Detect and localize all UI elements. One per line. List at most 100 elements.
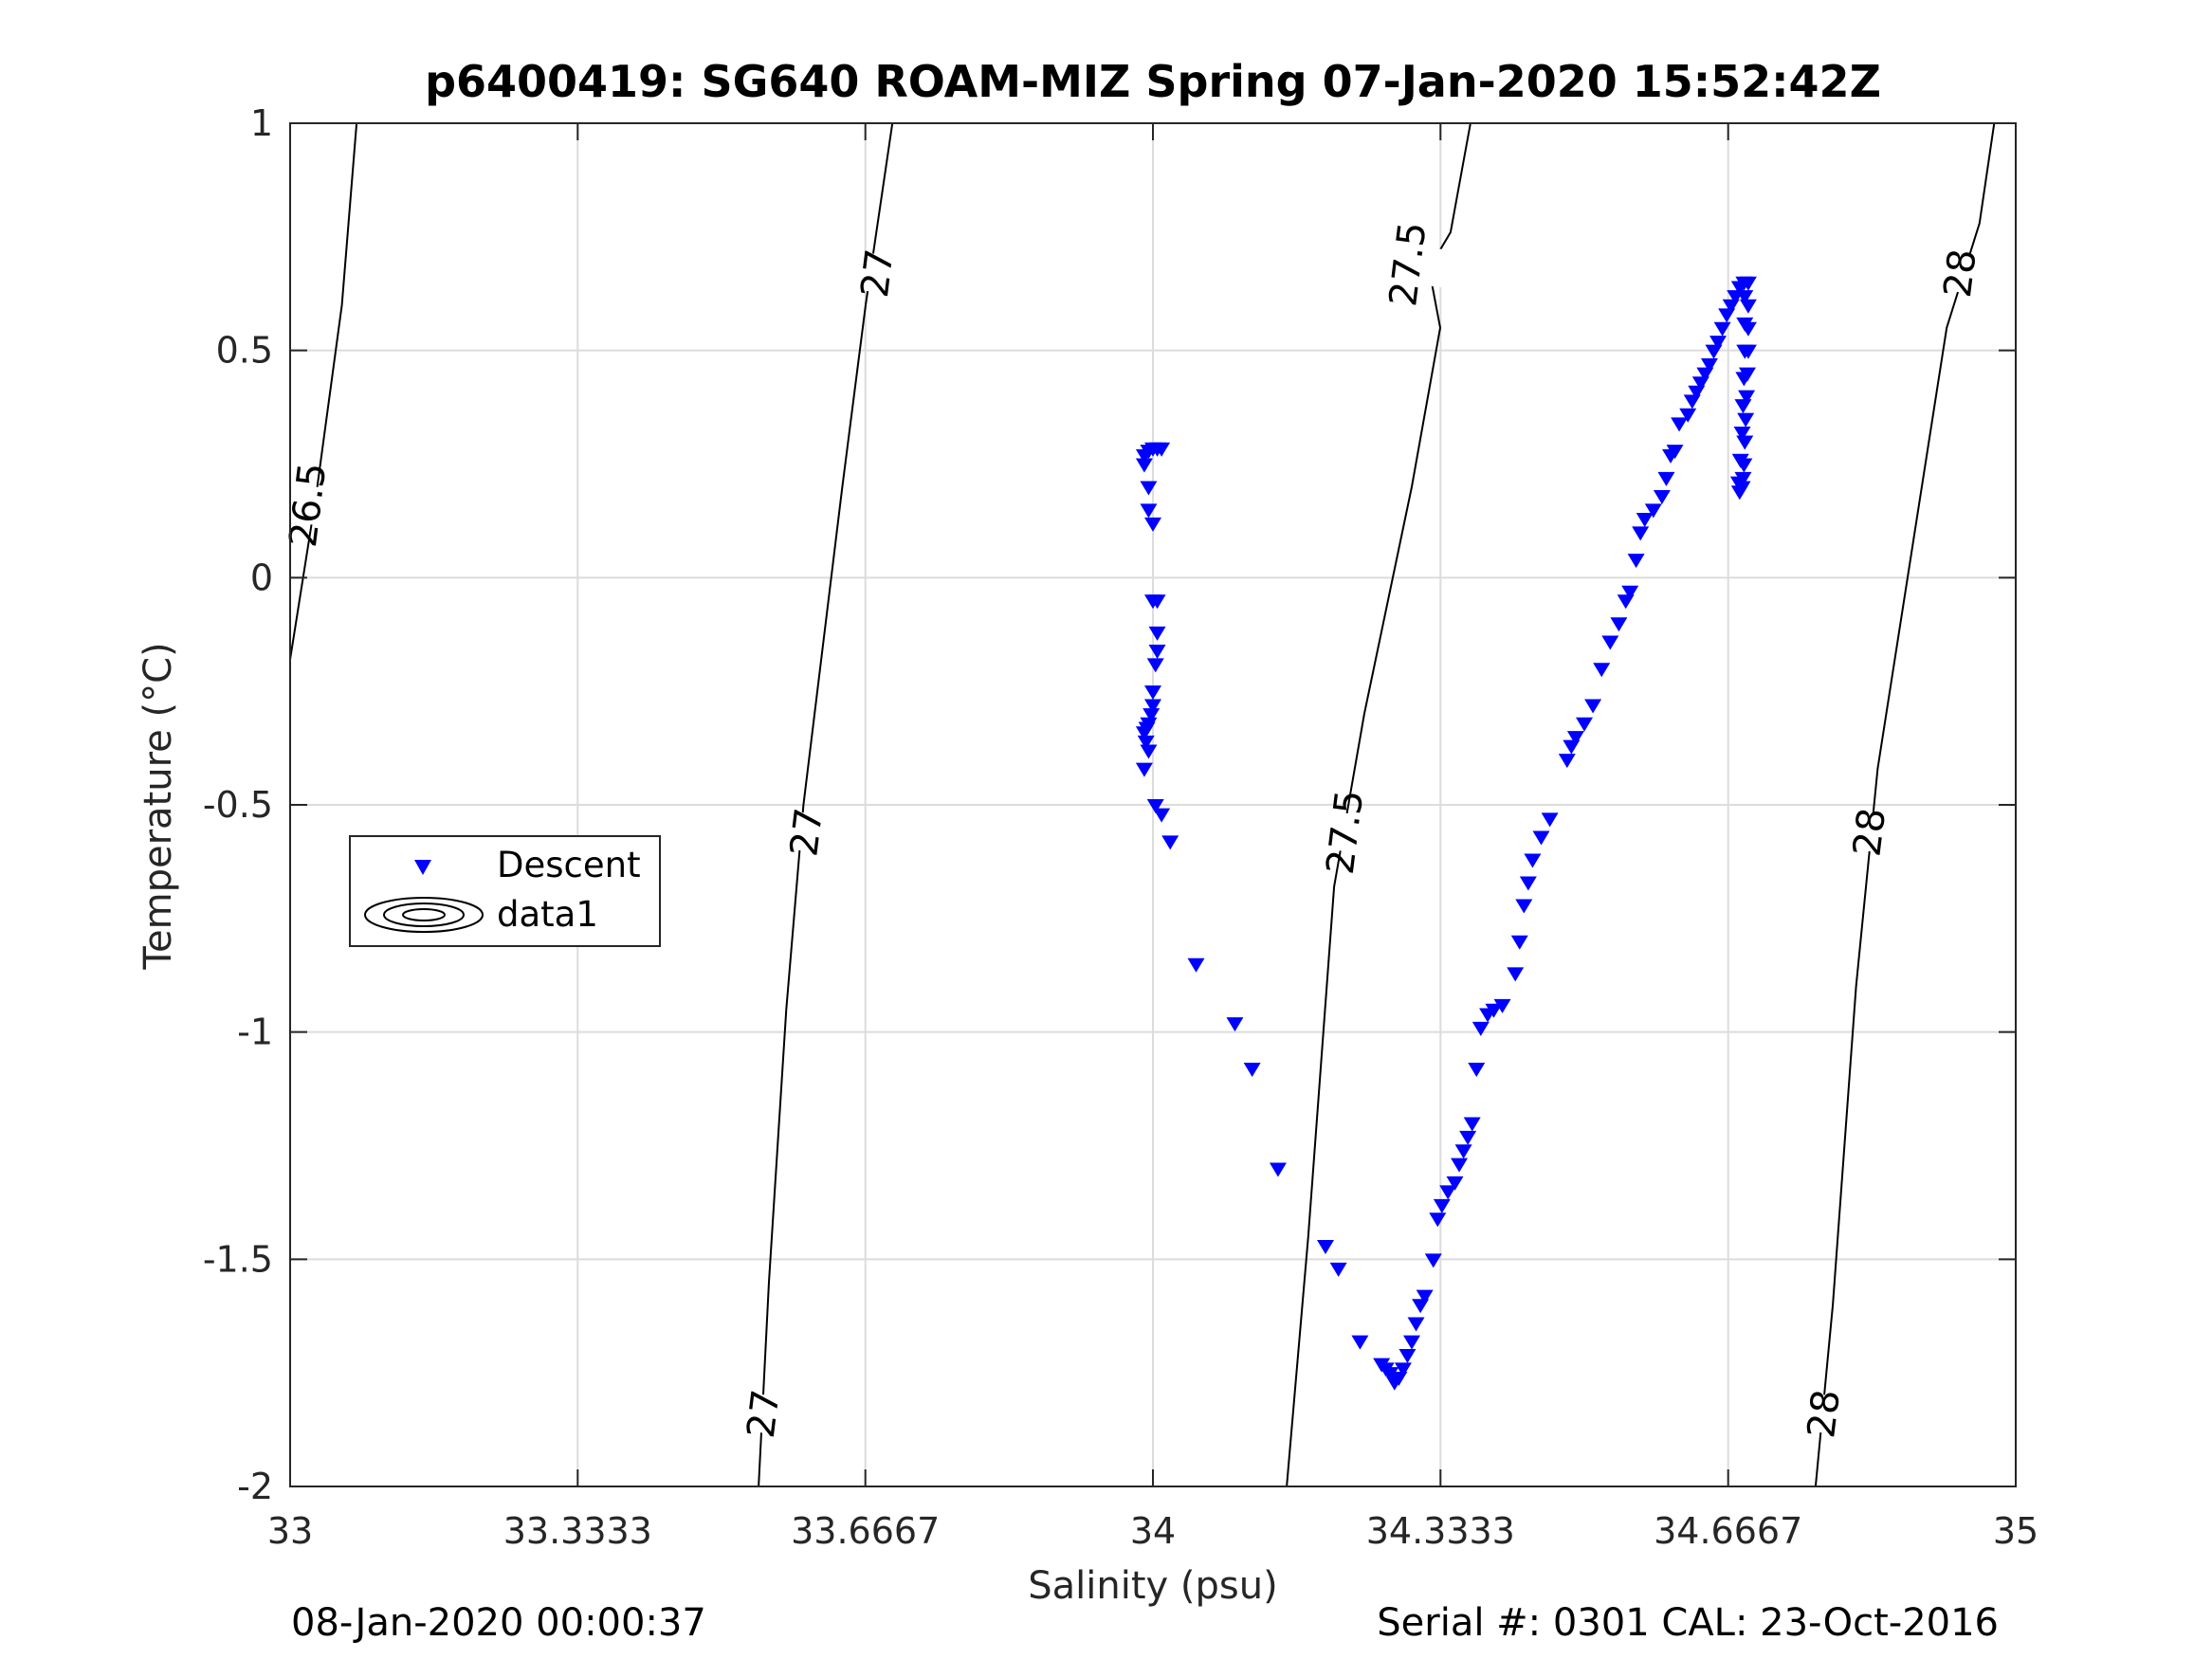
descent-point xyxy=(1736,344,1754,359)
descent-point xyxy=(1187,957,1205,973)
contour-label-27.5: 27.5 xyxy=(1319,788,1373,877)
descent-point xyxy=(1424,1253,1442,1268)
descent-point xyxy=(1472,1021,1490,1036)
x-tick-label: 34.3333 xyxy=(1366,1510,1515,1552)
y-tick-label: 1 xyxy=(250,102,273,144)
contour-label-bg xyxy=(759,808,854,857)
chart-title: p6400419: SG640 ROAM-MIZ Spring 07-Jan-2… xyxy=(425,56,1881,107)
y-tick-label: -1 xyxy=(237,1012,273,1053)
contour-label-27: 27 xyxy=(853,246,903,300)
descent-point xyxy=(1566,731,1584,746)
x-tick-label: 34 xyxy=(1130,1510,1176,1552)
descent-point xyxy=(1144,685,1161,701)
descent-point xyxy=(1398,1348,1417,1363)
legend-label-descent: Descent xyxy=(497,845,641,885)
descent-point xyxy=(1519,876,1537,891)
contour-label-bg xyxy=(1360,239,1455,289)
descent-point xyxy=(1243,1063,1261,1078)
descent-point xyxy=(1329,1262,1347,1277)
descent-point xyxy=(1451,1158,1469,1173)
descent-point xyxy=(1738,390,1756,405)
contour-line-27 xyxy=(758,122,894,1487)
descent-point xyxy=(1381,1367,1399,1382)
descent-point xyxy=(1485,1003,1503,1018)
descent-point xyxy=(1140,503,1158,519)
descent-point xyxy=(1733,426,1751,441)
descent-point xyxy=(1653,490,1671,505)
descent-point xyxy=(1135,762,1153,777)
descent-point xyxy=(1541,812,1559,828)
descent-point xyxy=(1671,417,1689,432)
descent-point xyxy=(1153,808,1171,823)
descent-point xyxy=(1730,485,1748,501)
contour-label-28: 28 xyxy=(1845,806,1894,859)
descent-point xyxy=(1735,372,1753,387)
descent-point xyxy=(1558,754,1576,769)
contour-label-28: 28 xyxy=(1800,1387,1849,1440)
descent-point xyxy=(1226,1017,1244,1032)
descent-point xyxy=(1394,1362,1412,1377)
descent-point xyxy=(1731,453,1749,468)
contour-line-28 xyxy=(1814,122,1996,1487)
descent-point xyxy=(1161,835,1179,850)
legend-label-data1: data1 xyxy=(497,894,598,935)
descent-point xyxy=(1736,290,1754,305)
descent-point xyxy=(1454,1144,1472,1159)
y-tick-label: -2 xyxy=(237,1466,273,1507)
descent-point xyxy=(1148,645,1166,660)
descent-point xyxy=(1739,276,1757,291)
descent-point xyxy=(1593,663,1611,678)
footer-serial-cal: Serial #: 0301 CAL: 23-Oct-2016 xyxy=(1377,1601,1999,1645)
legend-descent-marker xyxy=(414,860,431,875)
descent-point xyxy=(1601,635,1619,650)
descent-point xyxy=(1524,853,1542,868)
legend: Descent data1 xyxy=(349,835,661,947)
descent-point xyxy=(1269,1162,1287,1177)
descent-point xyxy=(1666,445,1684,460)
descent-point xyxy=(1627,554,1645,569)
descent-point xyxy=(1446,1176,1464,1191)
descent-point xyxy=(1407,1317,1425,1332)
descent-point xyxy=(1734,399,1752,414)
descent-point xyxy=(1576,717,1593,732)
descent-point xyxy=(1351,1335,1369,1350)
contour-label-bg xyxy=(1775,1389,1872,1439)
descent-point xyxy=(1679,408,1697,423)
descent-point xyxy=(1468,1063,1486,1078)
descent-point xyxy=(1515,899,1533,914)
descent-point xyxy=(1416,1289,1434,1304)
y-tick-label: 0 xyxy=(250,556,273,598)
descent-point xyxy=(1153,442,1171,457)
descent-point xyxy=(1644,503,1662,519)
y-tick-label: -0.5 xyxy=(203,784,273,826)
descent-point xyxy=(1729,476,1747,491)
descent-series xyxy=(1135,276,1757,1391)
contour-label-bg xyxy=(1821,808,1917,857)
descent-point xyxy=(1463,1117,1481,1132)
y-tick-label: 0.5 xyxy=(216,330,273,372)
descent-point xyxy=(1146,799,1164,813)
contour-label-27: 27 xyxy=(782,806,832,859)
x-tick-label: 35 xyxy=(1993,1510,2038,1552)
descent-point xyxy=(1584,699,1602,714)
descent-point xyxy=(1137,735,1155,750)
x-tick-label: 33 xyxy=(267,1510,313,1552)
x-tick-label: 33.6667 xyxy=(791,1510,940,1552)
y-tick-label: -1.5 xyxy=(203,1238,273,1280)
descent-point xyxy=(1713,321,1731,337)
descent-point xyxy=(1429,1212,1447,1228)
descent-point xyxy=(1532,830,1550,846)
descent-point xyxy=(1140,744,1158,759)
descent-point xyxy=(1610,617,1628,632)
descent-point xyxy=(1621,585,1639,600)
descent-point xyxy=(1317,1239,1334,1254)
x-tick-label: 33.3333 xyxy=(503,1510,652,1552)
contour-label-27.5: 27.5 xyxy=(1381,220,1435,309)
descent-point xyxy=(1439,1185,1457,1200)
contour-label-bg xyxy=(715,1389,811,1439)
contour-line-27.5 xyxy=(1286,122,1472,1487)
contour-label-bg xyxy=(1296,808,1393,857)
descent-point xyxy=(1736,435,1754,450)
contour-label-bg xyxy=(1911,248,2007,298)
